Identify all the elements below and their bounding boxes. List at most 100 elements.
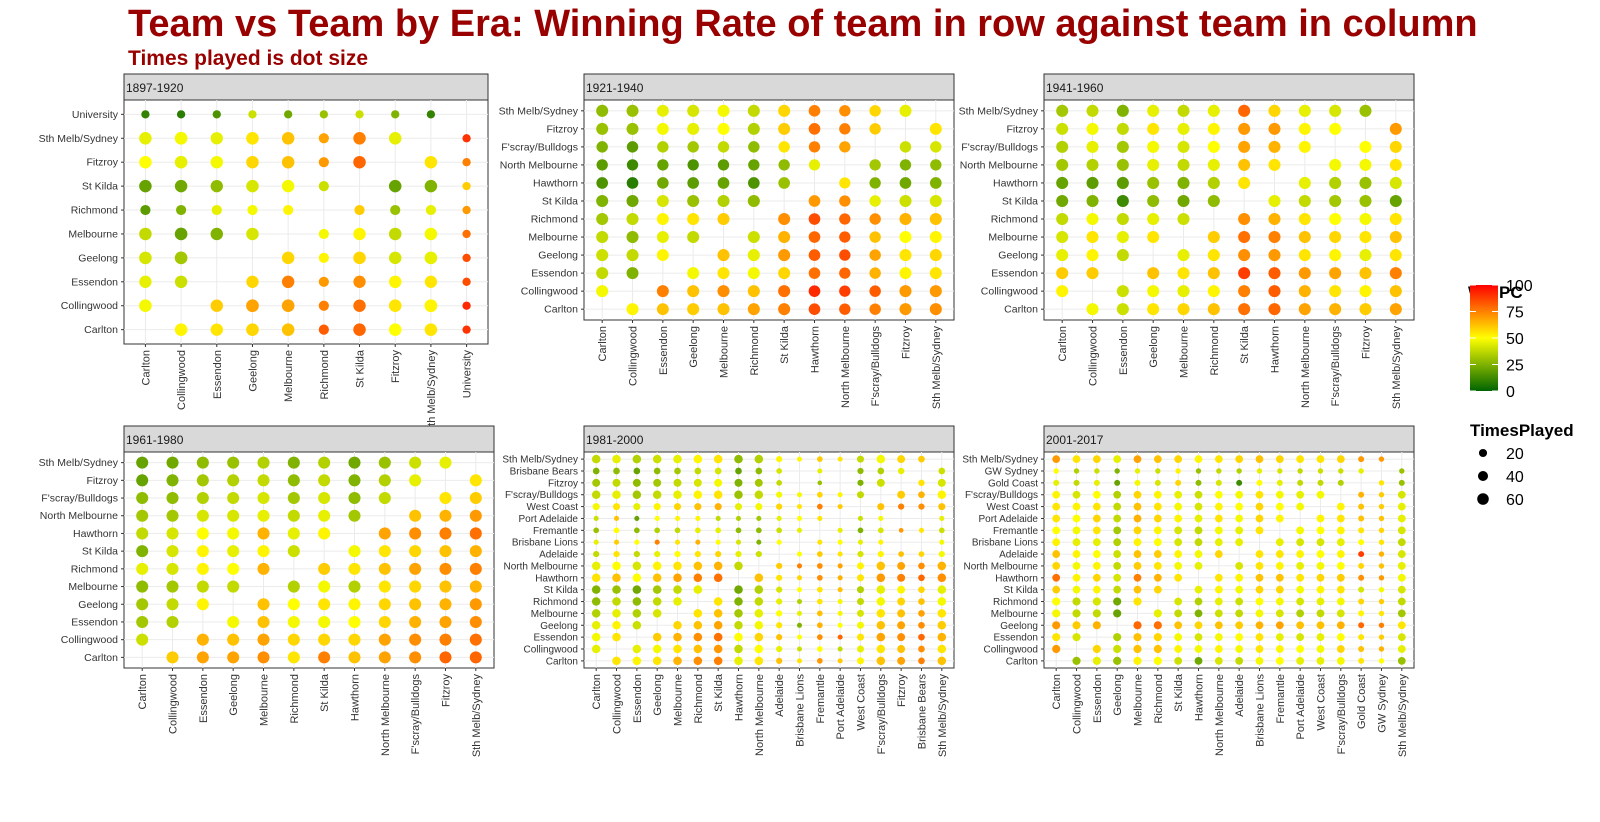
data-point (839, 213, 851, 225)
data-point (281, 132, 295, 145)
data-point (1133, 526, 1142, 535)
data-point (1072, 502, 1081, 511)
data-point (1086, 158, 1099, 171)
data-point (1358, 634, 1365, 641)
data-point (717, 212, 730, 226)
data-point (657, 141, 669, 153)
data-point (281, 275, 295, 289)
data-point (693, 656, 703, 666)
data-point (857, 527, 864, 534)
data-point (776, 598, 783, 605)
data-point (1235, 526, 1244, 535)
data-point (694, 527, 701, 534)
data-point (693, 621, 703, 630)
data-point (1133, 514, 1142, 523)
data-point (1329, 176, 1342, 189)
data-point (257, 562, 270, 575)
data-point (626, 267, 639, 280)
data-point (816, 658, 823, 664)
x-tick-label: Richmond (1153, 674, 1165, 724)
data-point (1238, 140, 1251, 153)
data-point (876, 454, 886, 464)
data-point (673, 656, 682, 666)
data-point (796, 492, 803, 498)
data-point (687, 303, 700, 316)
data-point (1177, 303, 1190, 316)
y-tick-label: Carlton (84, 324, 118, 336)
data-point (693, 644, 703, 654)
data-point (1072, 597, 1081, 606)
data-point (754, 632, 764, 642)
data-point (808, 104, 821, 117)
x-tick-label: St Kilda (779, 325, 791, 364)
data-point (287, 492, 300, 505)
y-tick-label: Essendon (991, 268, 1038, 280)
data-point (1113, 585, 1122, 594)
data-point (281, 251, 295, 265)
data-point (318, 474, 331, 487)
data-point (929, 303, 942, 316)
data-point (257, 651, 270, 664)
y-tick-label: Collingwood (61, 634, 118, 646)
data-point (348, 580, 361, 593)
data-point (196, 651, 209, 664)
data-point (409, 651, 422, 664)
data-point (1053, 468, 1059, 474)
data-point (694, 503, 702, 511)
data-point (287, 580, 300, 593)
x-tick-label: West Coast (855, 674, 867, 731)
data-point (1092, 597, 1101, 606)
data-point (1358, 491, 1365, 498)
x-tick-label: F'scray/Bulldogs (410, 674, 422, 755)
data-point (1317, 479, 1324, 486)
y-tick-label: West Coast (987, 502, 1039, 513)
data-point (856, 657, 865, 665)
data-point (1133, 621, 1142, 630)
y-tick-label: Geelong (540, 621, 578, 632)
data-point (211, 204, 222, 216)
y-tick-label: F'scray/Bulldogs (501, 141, 578, 153)
data-point (778, 285, 791, 298)
data-point (612, 609, 621, 618)
data-point (1155, 468, 1161, 474)
data-point (409, 562, 422, 575)
data-point (1153, 656, 1162, 665)
data-point (1277, 468, 1283, 474)
data-point (1358, 503, 1365, 510)
data-point (626, 159, 639, 171)
data-point (354, 204, 365, 216)
data-point (937, 632, 947, 642)
data-point (378, 651, 391, 664)
data-point (1214, 609, 1223, 618)
x-tick-label: Hawthorn (1194, 674, 1206, 721)
data-point (796, 587, 803, 593)
data-point (808, 285, 821, 297)
x-tick-label: Melbourne (719, 326, 731, 378)
data-point (378, 492, 391, 505)
data-point (612, 597, 621, 606)
size-legend-title: TimesPlayed (1470, 421, 1574, 440)
data-point (778, 104, 791, 117)
data-point (1255, 585, 1264, 594)
data-point (227, 633, 240, 646)
y-tick-label: Collingwood (521, 286, 578, 298)
data-point (1116, 249, 1129, 262)
color-legend-label: 50 (1506, 331, 1524, 348)
data-point (136, 598, 149, 611)
y-tick-label: Collingwood (524, 645, 578, 656)
x-tick-label: Essendon (1118, 326, 1130, 375)
data-point (632, 573, 642, 583)
data-point (1298, 285, 1311, 298)
data-point (1296, 573, 1305, 582)
x-tick-label: Port Adelaide (1295, 674, 1307, 739)
data-point (1336, 455, 1345, 464)
data-point (687, 194, 700, 208)
data-point (816, 634, 823, 640)
data-point (1072, 562, 1081, 570)
data-point (227, 651, 240, 664)
data-point (196, 545, 209, 558)
data-point (1052, 538, 1061, 547)
data-point (796, 599, 803, 605)
data-point (1268, 303, 1281, 316)
data-point (1298, 104, 1311, 117)
